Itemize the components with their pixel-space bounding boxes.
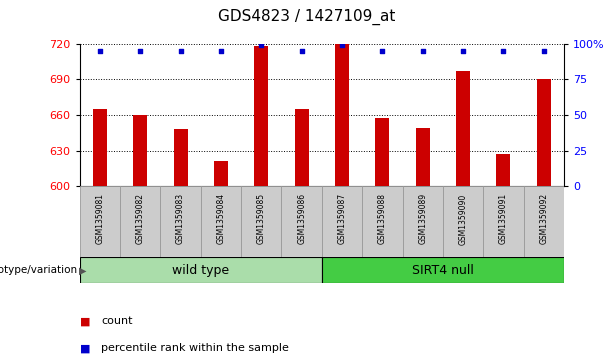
Text: GSM1359081: GSM1359081: [96, 193, 104, 244]
Point: [95, 48, 105, 54]
Bar: [483, 186, 524, 257]
Point: [297, 48, 306, 54]
Text: GSM1359092: GSM1359092: [539, 193, 548, 244]
Bar: [133, 115, 147, 186]
Text: GSM1359087: GSM1359087: [338, 193, 346, 244]
Bar: [254, 46, 268, 186]
Text: ■: ■: [80, 343, 90, 354]
Text: genotype/variation: genotype/variation: [0, 265, 78, 275]
Bar: [201, 186, 241, 257]
Text: GSM1359086: GSM1359086: [297, 193, 306, 244]
Text: GSM1359088: GSM1359088: [378, 193, 387, 244]
Text: SIRT4 null: SIRT4 null: [412, 264, 474, 277]
Bar: [416, 128, 430, 186]
Point: [337, 42, 347, 48]
Bar: [375, 118, 389, 186]
Text: percentile rank within the sample: percentile rank within the sample: [101, 343, 289, 354]
Bar: [322, 186, 362, 257]
Bar: [173, 129, 188, 186]
Bar: [322, 257, 564, 283]
Point: [216, 48, 226, 54]
Point: [539, 48, 549, 54]
Bar: [403, 186, 443, 257]
Point: [256, 42, 266, 48]
Text: GSM1359091: GSM1359091: [499, 193, 508, 244]
Bar: [214, 161, 228, 186]
Text: count: count: [101, 316, 132, 326]
Bar: [80, 257, 322, 283]
Text: GSM1359089: GSM1359089: [418, 193, 427, 244]
Text: GDS4823 / 1427109_at: GDS4823 / 1427109_at: [218, 9, 395, 25]
Text: GSM1359090: GSM1359090: [459, 193, 468, 245]
Text: GSM1359085: GSM1359085: [257, 193, 266, 244]
Bar: [295, 109, 309, 186]
Text: GSM1359084: GSM1359084: [216, 193, 226, 244]
Text: wild type: wild type: [172, 264, 229, 277]
Point: [135, 48, 145, 54]
Text: GSM1359082: GSM1359082: [135, 193, 145, 244]
Bar: [161, 186, 201, 257]
Point: [498, 48, 508, 54]
Point: [378, 48, 387, 54]
Bar: [335, 44, 349, 186]
Bar: [443, 186, 483, 257]
Bar: [524, 186, 564, 257]
Bar: [93, 109, 107, 186]
Bar: [497, 154, 511, 186]
Point: [418, 48, 428, 54]
Bar: [241, 186, 281, 257]
Bar: [362, 186, 403, 257]
Text: ▶: ▶: [79, 265, 86, 275]
Text: GSM1359083: GSM1359083: [176, 193, 185, 244]
Bar: [456, 71, 470, 186]
Bar: [80, 186, 120, 257]
Text: ■: ■: [80, 316, 90, 326]
Point: [176, 48, 186, 54]
Bar: [281, 186, 322, 257]
Bar: [120, 186, 161, 257]
Bar: [537, 79, 551, 186]
Point: [458, 48, 468, 54]
